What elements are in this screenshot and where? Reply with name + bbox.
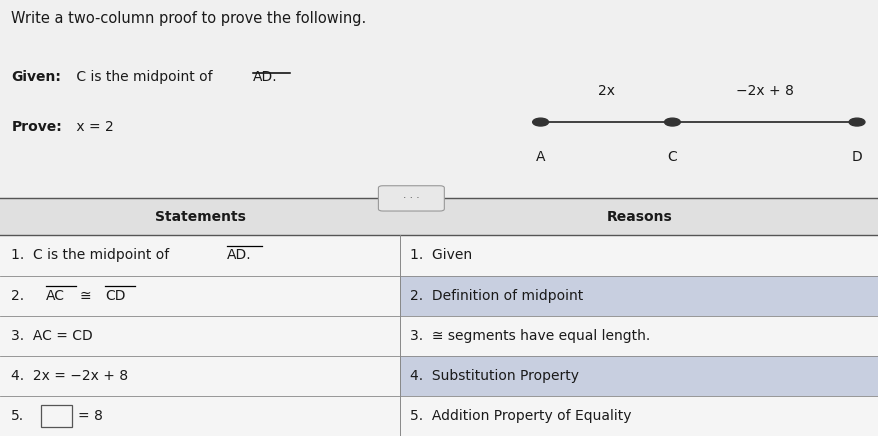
Text: 2.: 2. (11, 289, 32, 303)
Text: Given:: Given: (11, 70, 61, 84)
Text: −2x + 8: −2x + 8 (735, 84, 793, 98)
FancyBboxPatch shape (399, 356, 878, 396)
Text: 5.  Addition Property of Equality: 5. Addition Property of Equality (410, 409, 631, 423)
Text: 4.  Substitution Property: 4. Substitution Property (410, 369, 579, 383)
Text: C is the midpoint of: C is the midpoint of (72, 70, 217, 84)
Text: CD: CD (105, 289, 126, 303)
FancyBboxPatch shape (399, 276, 878, 316)
FancyBboxPatch shape (0, 276, 399, 316)
Text: · · ·: · · · (403, 194, 419, 203)
Text: C: C (666, 150, 677, 164)
FancyBboxPatch shape (399, 396, 878, 436)
FancyBboxPatch shape (41, 405, 72, 427)
FancyBboxPatch shape (0, 316, 399, 356)
Text: AC: AC (46, 289, 65, 303)
Text: Statements: Statements (155, 210, 245, 224)
Text: 2x: 2x (597, 84, 615, 98)
Circle shape (848, 118, 864, 126)
Circle shape (532, 118, 548, 126)
Text: 3.  ≅ segments have equal length.: 3. ≅ segments have equal length. (410, 329, 650, 343)
Text: 3.  AC = CD: 3. AC = CD (11, 329, 92, 343)
Text: 5.: 5. (11, 409, 24, 423)
Text: 2.  Definition of midpoint: 2. Definition of midpoint (410, 289, 583, 303)
Text: AD.: AD. (253, 70, 277, 84)
FancyBboxPatch shape (399, 316, 878, 356)
Text: Reasons: Reasons (606, 210, 672, 224)
FancyBboxPatch shape (0, 0, 878, 198)
Circle shape (664, 118, 680, 126)
FancyBboxPatch shape (0, 235, 399, 276)
Text: A: A (536, 150, 544, 164)
Text: AD.: AD. (227, 249, 251, 262)
FancyBboxPatch shape (378, 186, 443, 211)
Text: 1.  Given: 1. Given (410, 249, 472, 262)
Text: Prove:: Prove: (11, 120, 62, 134)
Text: 1.  C is the midpoint of: 1. C is the midpoint of (11, 249, 173, 262)
Text: x = 2: x = 2 (72, 120, 113, 134)
FancyBboxPatch shape (399, 235, 878, 276)
Text: 4.  2x = −2x + 8: 4. 2x = −2x + 8 (11, 369, 127, 383)
FancyBboxPatch shape (0, 198, 878, 235)
Text: Write a two-column proof to prove the following.: Write a two-column proof to prove the fo… (11, 11, 366, 26)
Text: = 8: = 8 (78, 409, 103, 423)
Text: D: D (851, 150, 861, 164)
Text: ≅: ≅ (79, 289, 90, 303)
FancyBboxPatch shape (0, 396, 399, 436)
FancyBboxPatch shape (0, 356, 399, 396)
